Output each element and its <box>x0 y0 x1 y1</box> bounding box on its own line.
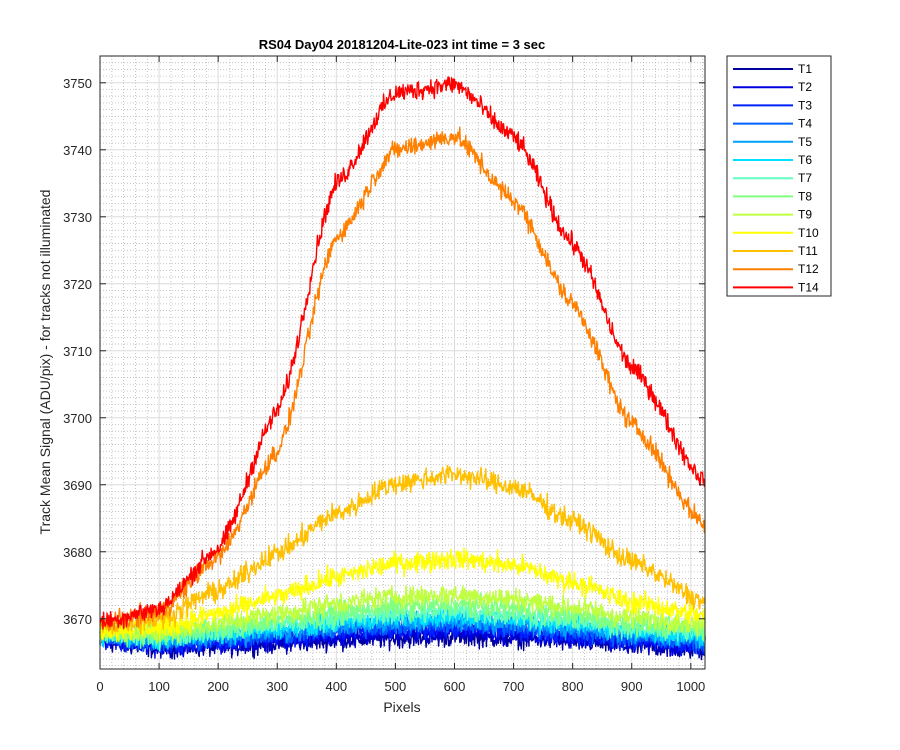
legend-label-t10: T10 <box>798 226 819 240</box>
x-tick-label: 500 <box>385 679 407 694</box>
x-tick-label: 600 <box>444 679 466 694</box>
series-line-t11 <box>99 464 706 635</box>
x-tick-label: 100 <box>148 679 170 694</box>
legend-label-t12: T12 <box>798 262 819 276</box>
legend-label-t5: T5 <box>798 135 812 149</box>
legend-label-t2: T2 <box>798 80 812 94</box>
x-tick-label: 1000 <box>676 679 705 694</box>
series-layer <box>99 76 706 661</box>
y-tick-label: 3690 <box>63 478 92 493</box>
x-tick-label: 300 <box>266 679 288 694</box>
legend-label-t4: T4 <box>798 117 812 131</box>
y-tick-label: 3670 <box>63 612 92 627</box>
series-line-t14 <box>99 76 706 630</box>
y-tick-label: 3680 <box>63 545 92 560</box>
x-tick-label: 0 <box>96 679 103 694</box>
plot-frame <box>99 55 706 670</box>
series-line-t10 <box>99 547 706 643</box>
x-tick-label: 700 <box>503 679 525 694</box>
y-axis: 3670 3680 3690 3700 3710 3720 3730 3740 3750 <box>63 76 705 627</box>
legend-label-t9: T9 <box>798 208 812 222</box>
legend-label-t11: T11 <box>798 244 818 258</box>
y-tick-label: 3710 <box>63 344 92 359</box>
x-tick-label: 400 <box>325 679 347 694</box>
legend-label-t14: T14 <box>798 280 819 294</box>
y-tick-label: 3740 <box>63 143 92 158</box>
x-tick-label: 900 <box>621 679 643 694</box>
legend-box <box>726 55 832 297</box>
x-axis: 0 100 200 300 400 500 600 700 800 900 1000 <box>96 56 705 694</box>
y-axis-label: Track Mean Signal (ADU/pix) - for tracks… <box>37 190 53 535</box>
legend-label-t3: T3 <box>798 98 812 112</box>
y-tick-label: 3700 <box>63 411 92 426</box>
legend-label-t8: T8 <box>798 189 812 203</box>
legend: T1 T2 T3 T4 T5 T6 T7 T8 T9 T10 T11 T12 T14 <box>726 55 832 297</box>
x-tick-label: 200 <box>207 679 229 694</box>
y-tick-label: 3730 <box>63 210 92 225</box>
x-tick-label: 800 <box>562 679 584 694</box>
legend-label-t6: T6 <box>798 153 812 167</box>
legend-label-t1: T1 <box>798 62 812 76</box>
legend-label-t7: T7 <box>798 171 812 185</box>
series-line-t9 <box>99 584 706 644</box>
y-tick-label: 3720 <box>63 277 92 292</box>
y-tick-label: 3750 <box>63 76 92 91</box>
chart-title: RS04 Day04 20181204-Lite-023 int time = … <box>259 37 546 52</box>
x-axis-label: Pixels <box>383 699 420 715</box>
